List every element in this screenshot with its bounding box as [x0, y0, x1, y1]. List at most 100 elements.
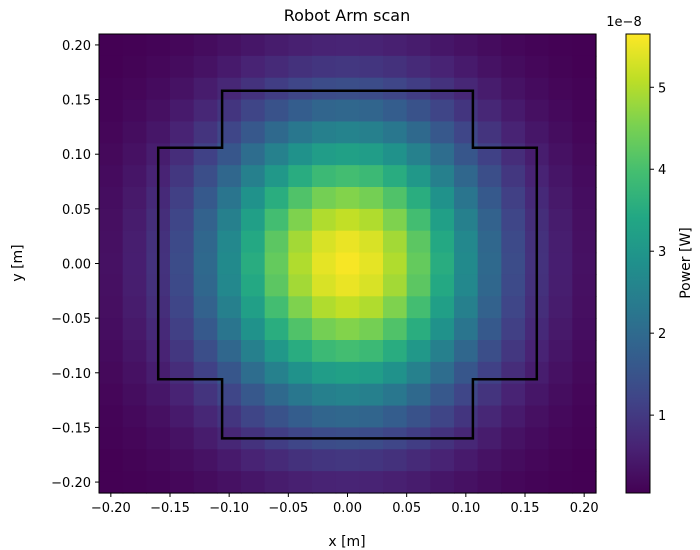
heatmap-cell	[548, 230, 573, 254]
heatmap-cell	[548, 405, 573, 429]
heatmap-cell	[264, 252, 289, 276]
heatmap-cell	[312, 34, 337, 57]
heatmap-cell	[312, 318, 337, 341]
y-tick-label: 0.15	[62, 94, 91, 109]
heatmap-cell	[146, 55, 171, 79]
heatmap-cell	[335, 165, 360, 188]
heatmap-cell	[430, 449, 455, 472]
heatmap-cell	[146, 34, 171, 57]
heatmap-cell	[241, 34, 266, 57]
heatmap-cell	[335, 405, 360, 429]
heatmap-cell	[170, 55, 195, 79]
heatmap-cell	[170, 208, 195, 232]
heatmap-cell	[241, 121, 266, 144]
heatmap-cell	[312, 99, 337, 123]
heatmap-cell	[288, 449, 313, 472]
heatmap-cell	[383, 471, 408, 494]
heatmap-cell	[501, 405, 526, 429]
heatmap-cell	[288, 230, 313, 254]
heatmap-cell	[122, 121, 147, 144]
chart-title: Robot Arm scan	[284, 6, 410, 25]
heatmap-cell	[312, 361, 337, 385]
heatmap-cell	[430, 405, 455, 429]
heatmap-cell	[430, 34, 455, 57]
heatmap-cell	[99, 121, 124, 144]
heatmap-cell	[99, 230, 124, 254]
heatmap-cell	[383, 230, 408, 254]
heatmap-cell	[193, 34, 218, 57]
heatmap-cell	[477, 274, 502, 297]
heatmap-cell	[193, 340, 218, 363]
heatmap-cell	[170, 361, 195, 385]
y-tick-label: −0.05	[51, 312, 91, 327]
heatmap-cell	[217, 121, 242, 144]
heatmap-cell	[335, 471, 360, 494]
heatmap-cell	[454, 208, 479, 232]
heatmap-cell	[264, 165, 289, 188]
heatmap-cell	[572, 340, 597, 363]
y-tick-label: −0.10	[51, 367, 91, 382]
heatmap-cell	[217, 143, 242, 166]
heatmap-cell	[241, 296, 266, 319]
heatmap-cell	[241, 361, 266, 385]
heatmap-cell	[217, 449, 242, 472]
heatmap-cell	[477, 405, 502, 429]
heatmap-cell	[501, 383, 526, 407]
heatmap-cell	[99, 55, 124, 79]
heatmap-cell	[572, 449, 597, 472]
heatmap-cell	[454, 187, 479, 210]
x-tick-label: −0.10	[209, 501, 249, 516]
heatmap-cell	[217, 471, 242, 494]
heatmap-cell	[99, 318, 124, 341]
heatmap-cell	[312, 383, 337, 407]
heatmap-cell	[454, 340, 479, 363]
heatmap-cell	[525, 383, 550, 407]
heatmap-cell	[501, 296, 526, 319]
heatmap-cell	[406, 449, 431, 472]
heatmap-cell	[312, 121, 337, 144]
heatmap-cell	[406, 230, 431, 254]
heatmap-cell	[193, 187, 218, 210]
heatmap-cell	[430, 165, 455, 188]
heatmap-cell	[359, 77, 384, 101]
heatmap-cell	[454, 252, 479, 276]
heatmap-cell	[525, 405, 550, 429]
heatmap-cell	[430, 77, 455, 101]
heatmap-cell	[193, 55, 218, 79]
heatmap-cell	[525, 55, 550, 79]
heatmap-cell	[99, 34, 124, 57]
y-tick-label: 0.05	[62, 203, 91, 218]
heatmap-cell	[430, 274, 455, 297]
heatmap-cell	[312, 449, 337, 472]
heatmap-cell	[122, 77, 147, 101]
heatmap-cell	[170, 318, 195, 341]
x-tick-label: −0.15	[150, 501, 190, 516]
y-tick-label: −0.15	[51, 421, 91, 436]
heatmap-cell	[501, 208, 526, 232]
heatmap-cell	[525, 99, 550, 123]
heatmap-cell	[548, 252, 573, 276]
heatmap-cell	[406, 77, 431, 101]
heatmap-cell	[217, 55, 242, 79]
heatmap-cell	[122, 340, 147, 363]
heatmap-cell	[99, 296, 124, 319]
heatmap-cell	[548, 165, 573, 188]
heatmap-cell	[170, 34, 195, 57]
heatmap-cell	[241, 318, 266, 341]
heatmap-cell	[264, 99, 289, 123]
heatmap-cell	[477, 165, 502, 188]
heatmap-cell	[288, 296, 313, 319]
heatmap-cell	[501, 449, 526, 472]
heatmap-cell	[477, 187, 502, 210]
heatmap-cell	[501, 361, 526, 385]
heatmap-cell	[122, 165, 147, 188]
heatmap-cell	[525, 471, 550, 494]
heatmap-cell	[99, 252, 124, 276]
heatmap-cell	[335, 34, 360, 57]
heatmap-cell	[454, 405, 479, 429]
heatmap-cell	[359, 252, 384, 276]
heatmap-cell	[359, 34, 384, 57]
heatmap-cell	[170, 187, 195, 210]
heatmap-cell	[241, 405, 266, 429]
heatmap-cell	[454, 274, 479, 297]
